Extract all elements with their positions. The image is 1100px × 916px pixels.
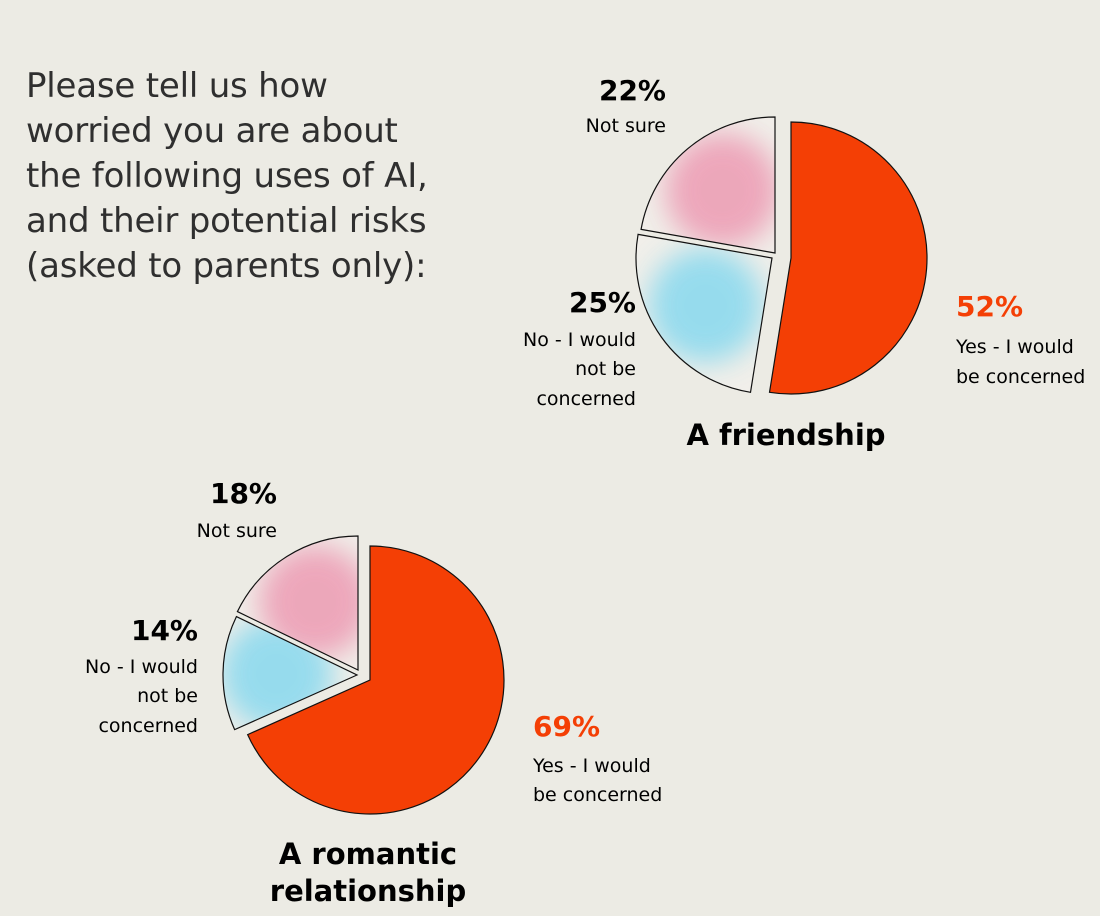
romantic-yes-label-line-1: Yes - I would xyxy=(532,755,651,777)
friendship-no-label-line-3: concerned xyxy=(536,388,636,410)
romantic-not-sure-slice xyxy=(236,535,359,671)
romantic-no-percent: 14% xyxy=(131,614,198,647)
question-text: Please tell us how worried you are about… xyxy=(26,66,428,286)
friendship-yes-label-line-2: be concerned xyxy=(956,366,1085,388)
friendship-yes-slice xyxy=(768,121,928,395)
friendship-not-sure-label: Not sure xyxy=(586,115,666,137)
chart-romantic-relationship: 18% Not sure 14% No - I would not be con… xyxy=(85,477,662,908)
romantic-title-line-1: A romantic xyxy=(279,837,457,871)
friendship-title: A friendship xyxy=(686,418,885,452)
romantic-yes-slice xyxy=(246,545,505,815)
friendship-no-label-line-2: not be xyxy=(575,358,636,380)
romantic-yes-label-line-2: be concerned xyxy=(533,784,662,806)
romantic-not-sure-label: Not sure xyxy=(197,520,277,542)
romantic-no-label-line-2: not be xyxy=(137,685,198,707)
friendship-not-sure-percent: 22% xyxy=(599,74,666,107)
friendship-no-slice xyxy=(635,233,773,393)
romantic-no-label-line-3: concerned xyxy=(98,715,198,737)
chart-friendship: 22% Not sure 25% No - I would not be con… xyxy=(523,74,1085,452)
friendship-not-sure-slice xyxy=(640,116,776,254)
romantic-not-sure-percent: 18% xyxy=(210,477,277,510)
friendship-no-percent: 25% xyxy=(569,286,636,319)
friendship-yes-label-line-1: Yes - I would xyxy=(955,336,1074,358)
romantic-title-line-2: relationship xyxy=(270,874,466,908)
friendship-no-label-line-1: No - I would xyxy=(523,329,636,351)
romantic-no-label-line-1: No - I would xyxy=(85,656,198,678)
friendship-yes-percent: 52% xyxy=(956,290,1023,323)
romantic-yes-percent: 69% xyxy=(533,710,600,743)
